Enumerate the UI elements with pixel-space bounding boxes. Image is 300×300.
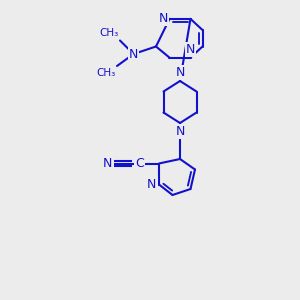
Text: N: N — [175, 66, 185, 79]
Text: CH₃: CH₃ — [96, 68, 116, 78]
Text: N: N — [159, 12, 168, 26]
Text: N: N — [129, 47, 138, 61]
Text: N: N — [103, 157, 112, 170]
Text: C: C — [135, 157, 144, 170]
Text: CH₃: CH₃ — [99, 28, 119, 38]
Text: N: N — [147, 178, 157, 191]
Text: N: N — [186, 43, 195, 56]
Text: N: N — [175, 125, 185, 138]
